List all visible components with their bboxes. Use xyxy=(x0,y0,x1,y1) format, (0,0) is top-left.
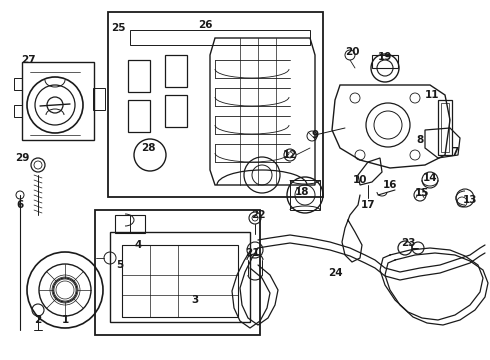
Text: 25: 25 xyxy=(111,23,125,33)
Bar xyxy=(165,55,187,87)
Text: 26: 26 xyxy=(198,20,212,30)
Text: 24: 24 xyxy=(328,268,343,278)
Text: 22: 22 xyxy=(251,210,265,220)
Bar xyxy=(130,30,310,45)
Text: 6: 6 xyxy=(16,200,24,210)
Text: 16: 16 xyxy=(383,180,397,190)
Text: 29: 29 xyxy=(15,153,29,163)
Bar xyxy=(441,103,449,152)
Text: 17: 17 xyxy=(361,200,375,210)
Text: 21: 21 xyxy=(245,248,259,258)
Text: 4: 4 xyxy=(134,240,142,250)
Bar xyxy=(128,100,150,132)
Text: 1: 1 xyxy=(61,315,69,325)
Text: 8: 8 xyxy=(416,135,424,145)
Text: 28: 28 xyxy=(141,143,155,153)
Bar xyxy=(108,12,323,197)
Text: 27: 27 xyxy=(21,55,35,65)
Bar xyxy=(22,62,94,140)
Bar xyxy=(128,60,150,92)
Bar xyxy=(110,232,250,322)
Text: 7: 7 xyxy=(451,147,459,157)
Text: 13: 13 xyxy=(463,195,477,205)
Text: 11: 11 xyxy=(425,90,439,100)
Text: 23: 23 xyxy=(401,238,415,248)
Text: 15: 15 xyxy=(415,188,429,198)
Bar xyxy=(14,78,22,90)
Bar xyxy=(115,215,145,233)
Bar xyxy=(95,210,260,335)
Bar xyxy=(122,245,238,317)
Text: 2: 2 xyxy=(34,315,42,325)
Bar xyxy=(438,100,452,155)
Bar xyxy=(372,55,398,68)
Bar xyxy=(93,88,105,110)
Text: 14: 14 xyxy=(423,173,437,183)
Bar xyxy=(14,105,22,117)
Text: 20: 20 xyxy=(345,47,359,57)
Text: 3: 3 xyxy=(192,295,198,305)
Text: 10: 10 xyxy=(353,175,367,185)
Bar xyxy=(290,180,320,210)
Bar xyxy=(165,95,187,127)
Text: 9: 9 xyxy=(312,130,318,140)
Text: 5: 5 xyxy=(117,260,123,270)
Text: 18: 18 xyxy=(295,187,309,197)
Text: 19: 19 xyxy=(378,52,392,62)
Text: 12: 12 xyxy=(283,150,297,160)
